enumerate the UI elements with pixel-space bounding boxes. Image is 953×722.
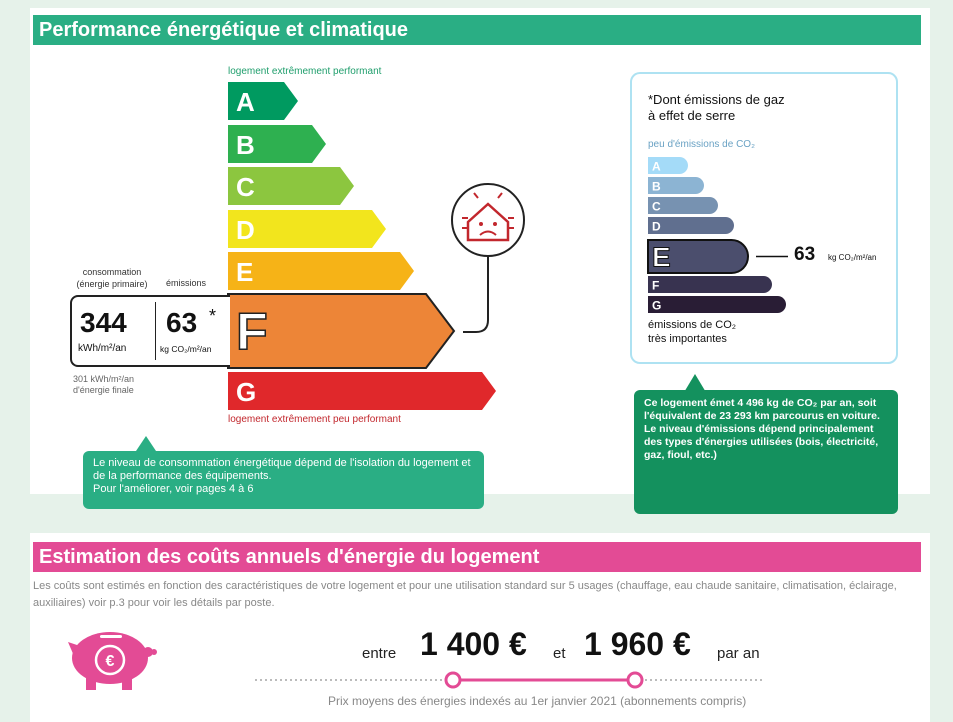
consumption-info-bubble: Le niveau de consommation énergétique dé… bbox=[83, 451, 484, 509]
sad-house-icon bbox=[451, 183, 525, 333]
dpe-letter-d: D bbox=[236, 215, 255, 245]
dpe-letter-e: E bbox=[236, 257, 253, 287]
costs-intro: Les coûts sont estimés en fonction des c… bbox=[33, 580, 897, 609]
bubble-left-pointer bbox=[134, 436, 158, 454]
ges-bar-d bbox=[648, 217, 734, 234]
ges-value: 63 bbox=[794, 244, 816, 265]
ges-bar-e bbox=[647, 239, 749, 274]
bubble-right-pointer bbox=[683, 374, 707, 394]
cost-and: et bbox=[553, 645, 566, 662]
ges-bottom-label-1: émissions de CO₂ bbox=[648, 319, 737, 331]
dpe-bar-a bbox=[228, 82, 298, 120]
ges-bar-a bbox=[648, 157, 688, 174]
consumption-label: consommation (énergie primaire) bbox=[72, 266, 152, 290]
consumption-label-2: (énergie primaire) bbox=[76, 279, 148, 289]
ges-letter-g: G bbox=[652, 299, 661, 313]
ges-letter-c: C bbox=[652, 200, 661, 214]
ges-bar-c bbox=[648, 197, 718, 214]
cost-min: 1 400 € bbox=[420, 626, 527, 662]
dpe-bar-c bbox=[228, 167, 354, 205]
emissions-star: * bbox=[209, 306, 217, 326]
cost-per-year: par an bbox=[717, 645, 760, 662]
piggy-bank-icon: € bbox=[68, 632, 157, 690]
ges-unit: kg CO₂/m²/an bbox=[828, 253, 877, 262]
ges-footnote-2: à effet de serre bbox=[648, 108, 736, 123]
ges-bar-f bbox=[648, 276, 772, 293]
emissions-label: émissions bbox=[166, 278, 207, 288]
dpe-bar-e bbox=[228, 252, 414, 290]
dpe-bar-b bbox=[228, 125, 326, 163]
cost-range-bar bbox=[255, 671, 765, 689]
dpe-bar-g bbox=[228, 372, 496, 410]
box-divider bbox=[155, 302, 156, 360]
ges-letter-a: A bbox=[652, 160, 661, 174]
consumption-unit: kWh/m²/an bbox=[78, 343, 127, 354]
dpe-letter-c: C bbox=[236, 172, 255, 202]
ges-bottom-label: émissions de CO₂ très importantes bbox=[648, 318, 736, 346]
cost-note: Prix moyens des énergies indexés au 1er … bbox=[328, 694, 747, 708]
consumption-value: 344 bbox=[80, 307, 127, 338]
emissions-value: 63 bbox=[166, 307, 198, 338]
ges-letter-d: D bbox=[652, 220, 661, 234]
ges-bar-g bbox=[648, 296, 786, 313]
dpe-bar-d bbox=[228, 210, 386, 248]
emissions-unit: kg CO₂/m²/an bbox=[160, 344, 212, 354]
dpe-top-label: logement extrêmement performant bbox=[228, 66, 382, 77]
ges-letter-f: F bbox=[652, 279, 659, 293]
ges-letter-e: E bbox=[652, 242, 671, 273]
ges-bar-b bbox=[648, 177, 704, 194]
ges-bottom-label-2: très importantes bbox=[648, 333, 727, 345]
dpe-bottom-label: logement extrêmement peu performant bbox=[228, 414, 401, 425]
dpe-letter-f: F bbox=[236, 303, 268, 361]
dpe-letter-b: B bbox=[236, 130, 255, 160]
ges-letter-b: B bbox=[652, 180, 661, 194]
final-energy-2: d'énergie finale bbox=[73, 385, 134, 395]
ges-footnote-1: *Dont émissions de gaz bbox=[648, 92, 785, 107]
final-energy: 301 kWh/m²/an d'énergie finale bbox=[73, 374, 134, 396]
dpe-letter-a: A bbox=[236, 87, 255, 117]
ges-top-label: peu d'émissions de CO₂ bbox=[648, 139, 755, 150]
cost-between: entre bbox=[362, 645, 397, 662]
dpe-letter-g: G bbox=[236, 377, 256, 407]
cost-max: 1 960 € bbox=[584, 626, 691, 662]
performance-title: Performance énergétique et climatique bbox=[33, 15, 921, 45]
final-energy-1: 301 kWh/m²/an bbox=[73, 374, 135, 384]
costs-title: Estimation des coûts annuels d'énergie d… bbox=[33, 542, 921, 572]
svg-text:€: € bbox=[106, 653, 115, 670]
ges-footnote: *Dont émissions de gaz à effet de serre bbox=[648, 92, 785, 124]
emissions-info-bubble: Ce logement émet 4 496 kg de CO₂ par an,… bbox=[634, 390, 898, 514]
consumption-label-1: consommation bbox=[82, 267, 142, 277]
consumption-box bbox=[70, 295, 230, 367]
